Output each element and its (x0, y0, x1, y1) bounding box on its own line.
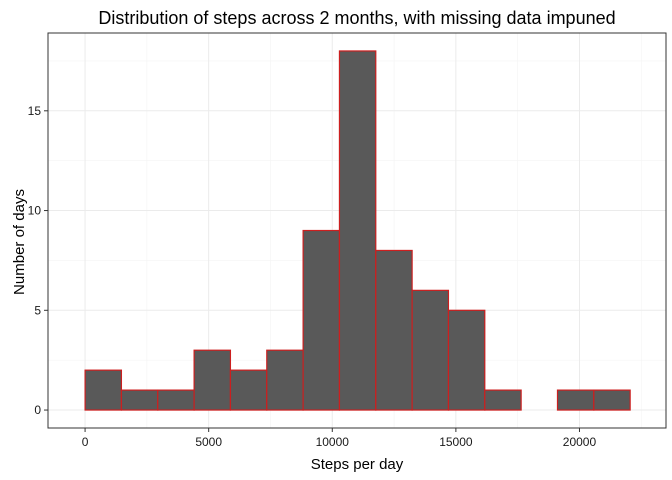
chart-title: Distribution of steps across 2 months, w… (98, 8, 615, 28)
histogram-bar (120, 389, 159, 411)
x-axis: 0 5000 10000 15000 20000 (82, 428, 597, 449)
histogram-bar (556, 389, 595, 411)
x-tick-label: 5000 (195, 435, 222, 449)
histogram-bar (338, 50, 377, 411)
y-tick-label: 0 (34, 403, 41, 417)
y-axis: 0 5 10 15 (28, 104, 48, 417)
histogram-bar (193, 349, 232, 411)
histogram-bar (375, 249, 413, 411)
x-tick-label: 15000 (439, 435, 473, 449)
x-tick-label: 20000 (563, 435, 597, 449)
histogram-bar (302, 229, 341, 411)
y-tick-label: 15 (28, 104, 42, 118)
histogram-bars (84, 50, 631, 411)
panel-border (47, 32, 667, 429)
histogram-bar (447, 309, 486, 411)
histogram-bar (411, 289, 450, 411)
y-tick-label: 5 (34, 303, 41, 317)
y-tick-label: 10 (28, 204, 42, 218)
y-axis-title: Number of days (11, 189, 28, 295)
x-tick-label: 0 (82, 435, 89, 449)
histogram-bar (84, 369, 123, 411)
histogram-bar (593, 389, 631, 411)
histogram-bar (157, 389, 195, 411)
x-tick-label: 10000 (316, 435, 350, 449)
histogram-bar (229, 369, 268, 411)
histogram-bar (484, 389, 522, 411)
x-axis-title: Steps per day (311, 456, 404, 473)
histogram-bar (266, 349, 304, 411)
